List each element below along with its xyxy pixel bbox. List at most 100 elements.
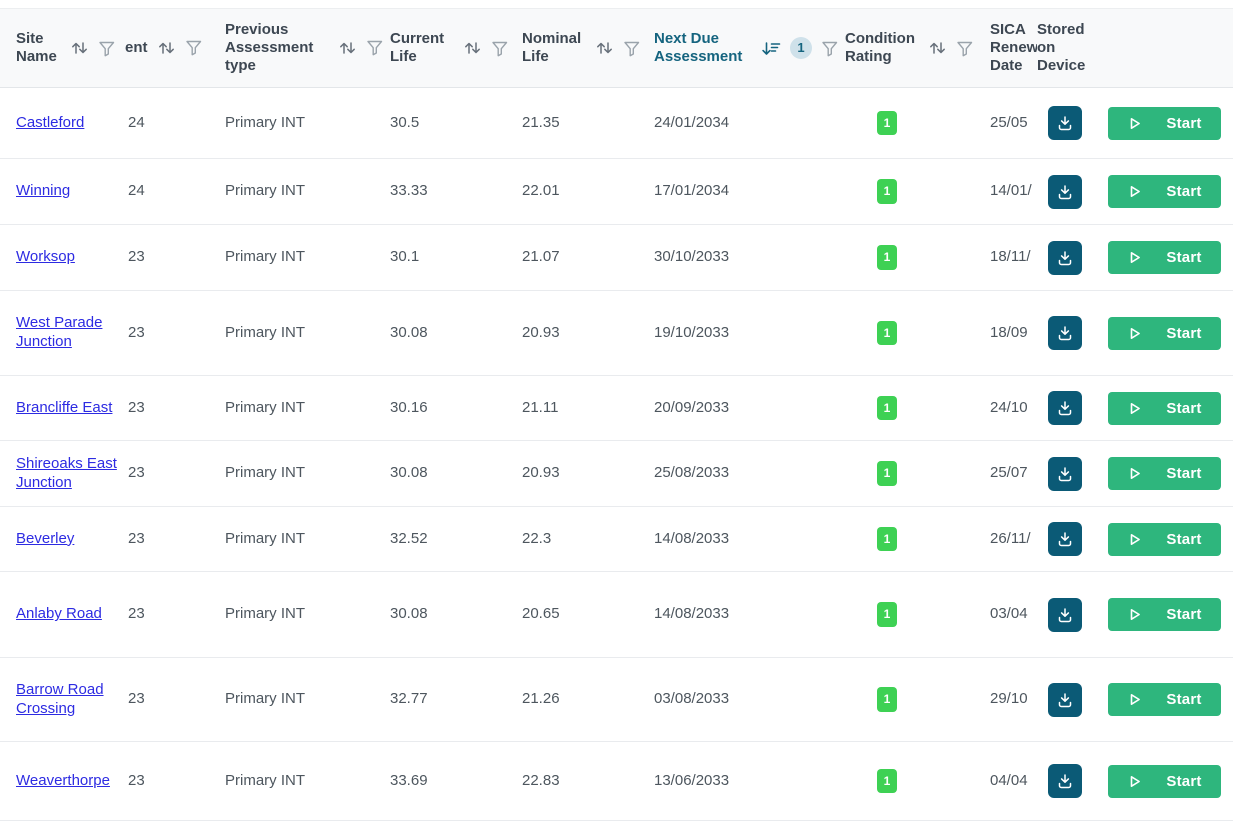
actions-cell: Start: [1100, 683, 1233, 716]
download-button[interactable]: [1048, 764, 1082, 798]
site-name-link[interactable]: Barrow Road Crossing: [16, 680, 104, 717]
condition-rating-cell: 1: [845, 526, 990, 552]
download-button[interactable]: [1048, 174, 1082, 209]
column-header-condition-rating: Condition Rating: [845, 30, 990, 67]
start-button[interactable]: Start: [1108, 241, 1221, 274]
download-button[interactable]: [1048, 316, 1082, 350]
download-icon: [1056, 530, 1074, 548]
sort-icon[interactable]: [157, 40, 176, 56]
site-name-link[interactable]: Shireoaks East Junction: [16, 454, 117, 491]
play-icon: [1127, 466, 1142, 481]
assessment-date-cell: 23: [128, 529, 145, 547]
start-button[interactable]: Start: [1108, 764, 1221, 798]
sica-renewal-date-cell: 25/07: [990, 464, 1028, 482]
assessment-date-cell: 23: [128, 248, 145, 266]
download-icon: [1056, 399, 1074, 417]
table-header: Site Name ent Previous Assessment type C…: [0, 8, 1233, 88]
start-button[interactable]: Start: [1108, 598, 1221, 631]
actions-cell: Start: [1100, 598, 1233, 631]
stored-on-device-cell: [1037, 682, 1100, 717]
download-button[interactable]: [1048, 240, 1082, 275]
filter-icon[interactable]: [623, 40, 641, 57]
sort-icon[interactable]: [595, 40, 614, 56]
sort-icon[interactable]: [928, 40, 947, 56]
condition-rating-badge: 1: [877, 179, 897, 204]
site-name-cell: Brancliffe East: [16, 399, 122, 418]
table-row: Brancliffe East 23 Primary INT 30.16 21.…: [0, 376, 1233, 441]
start-button-label: Start: [1166, 465, 1202, 482]
next-due-assessment-cell: 14/08/2033: [654, 605, 730, 623]
table-row: Worksop 23 Primary INT 30.1 21.07 30/10/…: [0, 225, 1233, 291]
sort-icon[interactable]: [338, 40, 357, 56]
nominal-life-cell: 21.35: [522, 113, 560, 131]
download-button[interactable]: [1048, 597, 1082, 632]
site-name-link[interactable]: Anlaby Road: [16, 605, 102, 623]
previous-assessment-type-cell: Primary INT: [225, 464, 305, 482]
start-button[interactable]: Start: [1108, 106, 1221, 140]
actions-cell: Start: [1100, 391, 1233, 425]
filter-icon[interactable]: [98, 40, 116, 57]
site-name-link[interactable]: Weaverthorpe: [16, 771, 110, 789]
sica-renewal-date-cell: 14/01/: [990, 182, 1032, 200]
start-button[interactable]: Start: [1108, 316, 1221, 350]
download-button[interactable]: [1048, 391, 1082, 425]
download-icon: [1056, 772, 1074, 790]
site-name-cell: Shireoaks East Junction: [16, 455, 122, 493]
filter-icon[interactable]: [491, 40, 509, 57]
site-name-cell: Weaverthorpe: [16, 772, 122, 791]
column-label: Site Name: [16, 29, 57, 65]
table-row: Weaverthorpe 23 Primary INT 33.69 22.83 …: [0, 742, 1233, 821]
column-label: Nominal Life: [522, 29, 582, 65]
nominal-life-cell: 20.65: [522, 605, 560, 623]
start-button[interactable]: Start: [1108, 457, 1221, 490]
stored-on-device-cell: [1037, 316, 1100, 350]
condition-rating-badge: 1: [877, 526, 897, 552]
download-button[interactable]: [1048, 106, 1082, 140]
site-name-link[interactable]: Worksop: [16, 248, 75, 266]
condition-rating-cell: 1: [845, 687, 990, 712]
start-button[interactable]: Start: [1108, 391, 1221, 425]
sica-renewal-date-cell: 24/10: [990, 398, 1028, 416]
condition-rating-cell: 1: [845, 179, 990, 204]
previous-assessment-type-cell: Primary INT: [225, 323, 305, 341]
sort-descending-icon[interactable]: [760, 40, 781, 57]
condition-rating-badge: 1: [877, 768, 897, 794]
download-button[interactable]: [1048, 682, 1082, 717]
play-icon: [1127, 184, 1142, 199]
stored-on-device-cell: [1037, 240, 1100, 275]
site-name-link[interactable]: Castleford: [16, 113, 85, 131]
sort-icon[interactable]: [463, 40, 482, 56]
column-header-stored-on-device: Stored on Device: [1037, 21, 1100, 76]
current-life-cell: 30.08: [390, 464, 428, 482]
start-button[interactable]: Start: [1108, 522, 1221, 556]
nominal-life-cell: 22.83: [522, 771, 560, 789]
actions-cell: Start: [1100, 241, 1233, 274]
play-icon: [1127, 774, 1142, 789]
start-button[interactable]: Start: [1108, 175, 1221, 208]
filter-icon[interactable]: [956, 40, 974, 57]
sort-icon[interactable]: [70, 40, 89, 56]
filter-icon[interactable]: [185, 39, 203, 56]
filter-icon[interactable]: [821, 40, 839, 57]
sica-renewal-date-cell: 26/11/: [990, 529, 1031, 547]
previous-assessment-type-cell: Primary INT: [225, 690, 305, 708]
assessment-date-cell: 23: [128, 323, 145, 341]
filter-icon[interactable]: [366, 39, 384, 56]
download-button[interactable]: [1048, 522, 1082, 556]
start-button-label: Start: [1166, 606, 1202, 623]
column-label: Current Life: [390, 29, 445, 65]
assessment-date-cell: 23: [128, 464, 145, 482]
next-due-assessment-cell: 13/06/2033: [654, 771, 730, 789]
download-button[interactable]: [1048, 456, 1082, 491]
table-row: West Parade Junction 23 Primary INT 30.0…: [0, 291, 1233, 376]
site-name-link[interactable]: Brancliffe East: [16, 398, 113, 416]
condition-rating-badge: 1: [877, 245, 897, 270]
next-due-assessment-cell: 14/08/2033: [654, 529, 730, 547]
start-button[interactable]: Start: [1108, 683, 1221, 716]
site-name-link[interactable]: Winning: [16, 182, 71, 200]
site-name-link[interactable]: West Parade Junction: [16, 314, 103, 350]
site-name-cell: Barrow Road Crossing: [16, 681, 122, 719]
site-name-link[interactable]: Beverley: [16, 529, 75, 547]
next-due-assessment-cell: 25/08/2033: [654, 464, 730, 482]
